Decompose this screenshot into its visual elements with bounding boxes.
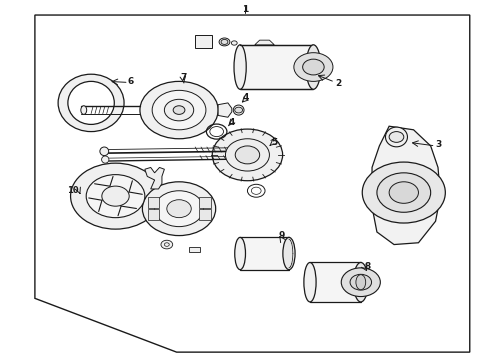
- Text: 6: 6: [127, 77, 133, 86]
- Circle shape: [173, 106, 185, 114]
- Ellipse shape: [242, 150, 248, 161]
- Polygon shape: [199, 198, 211, 208]
- Circle shape: [212, 129, 283, 181]
- Ellipse shape: [283, 237, 295, 270]
- Ellipse shape: [233, 105, 244, 115]
- Polygon shape: [240, 237, 289, 270]
- Circle shape: [102, 186, 129, 206]
- Circle shape: [303, 59, 324, 75]
- Circle shape: [235, 146, 260, 164]
- Circle shape: [294, 53, 333, 81]
- Ellipse shape: [101, 156, 109, 163]
- Ellipse shape: [231, 41, 237, 45]
- Text: 4: 4: [243, 93, 249, 102]
- Polygon shape: [147, 198, 159, 208]
- Circle shape: [164, 99, 194, 121]
- Text: 8: 8: [364, 262, 370, 271]
- Circle shape: [155, 191, 203, 226]
- Text: 3: 3: [435, 140, 441, 149]
- Ellipse shape: [235, 237, 245, 270]
- Circle shape: [362, 162, 445, 223]
- Text: 5: 5: [271, 138, 277, 147]
- Polygon shape: [310, 262, 361, 302]
- Ellipse shape: [100, 147, 109, 156]
- Circle shape: [86, 175, 145, 218]
- Circle shape: [389, 132, 404, 142]
- Ellipse shape: [304, 262, 316, 302]
- Circle shape: [140, 81, 218, 139]
- Ellipse shape: [81, 106, 87, 114]
- Circle shape: [71, 163, 160, 229]
- Ellipse shape: [356, 275, 366, 290]
- Circle shape: [389, 182, 418, 203]
- Ellipse shape: [386, 127, 408, 147]
- Circle shape: [225, 139, 270, 171]
- Circle shape: [167, 200, 191, 218]
- Circle shape: [377, 173, 431, 212]
- Polygon shape: [240, 45, 314, 89]
- Polygon shape: [255, 40, 274, 45]
- Ellipse shape: [306, 45, 321, 89]
- Circle shape: [221, 40, 228, 44]
- Text: 2: 2: [335, 79, 342, 88]
- Polygon shape: [195, 36, 212, 48]
- Polygon shape: [189, 247, 199, 252]
- Ellipse shape: [353, 262, 368, 302]
- Polygon shape: [218, 103, 232, 117]
- Polygon shape: [147, 209, 159, 220]
- Polygon shape: [372, 126, 441, 244]
- Circle shape: [143, 182, 216, 235]
- Circle shape: [341, 268, 380, 297]
- Text: 9: 9: [278, 231, 285, 240]
- Text: 7: 7: [181, 73, 187, 82]
- Text: 4: 4: [229, 118, 235, 127]
- Ellipse shape: [234, 45, 246, 89]
- Circle shape: [235, 107, 243, 113]
- Text: 1: 1: [242, 5, 248, 14]
- Text: 10: 10: [67, 186, 79, 195]
- Ellipse shape: [68, 81, 114, 125]
- Ellipse shape: [58, 74, 124, 132]
- Circle shape: [161, 240, 172, 249]
- Polygon shape: [145, 167, 164, 189]
- Ellipse shape: [219, 38, 230, 46]
- Polygon shape: [199, 209, 211, 220]
- Circle shape: [350, 274, 371, 290]
- Circle shape: [152, 90, 206, 130]
